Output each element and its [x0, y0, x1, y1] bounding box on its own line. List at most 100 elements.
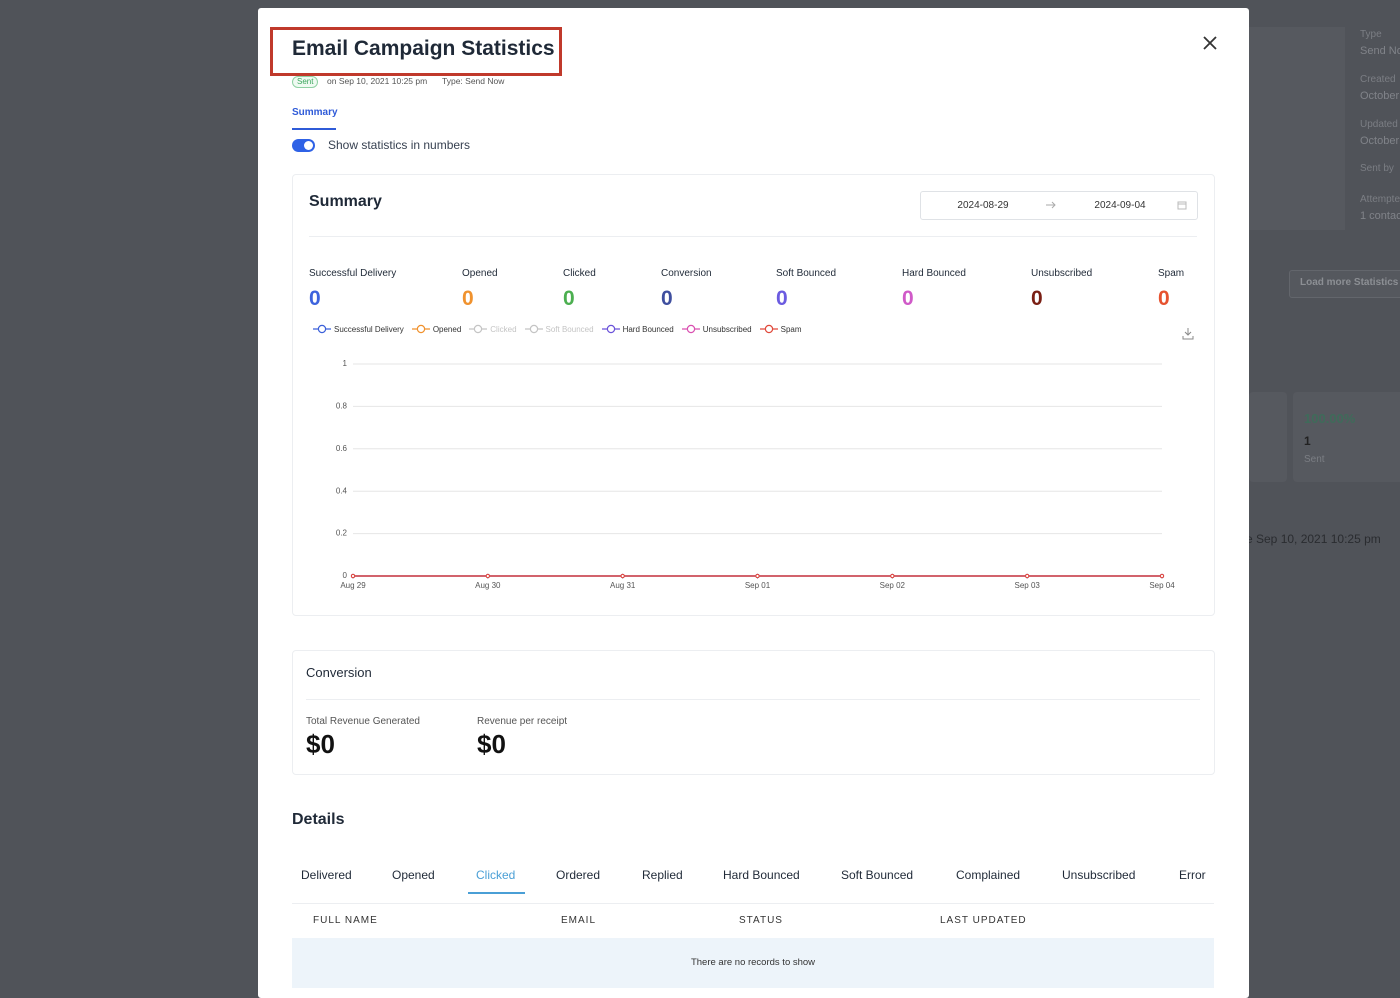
end-date: 2024-09-04 — [1094, 200, 1146, 211]
legend-item[interactable]: Opened — [411, 324, 462, 334]
active-tab-underline — [468, 892, 525, 894]
sent-date: on Sep 10, 2021 10:25 pm — [327, 75, 428, 86]
data-point — [890, 573, 895, 579]
statistics-modal: 0 0.2 0.4 0.6 0.8 1 Aug 29 Aug 30 Aug 31 Sep 01 Se… — [258, 8, 1249, 998]
metric-value: 0 — [776, 287, 788, 311]
details-tab[interactable]: Replied — [642, 867, 683, 882]
legend-item[interactable]: Soft Bounced — [524, 324, 594, 334]
y-tick-label: 0.8 — [336, 402, 348, 411]
download-icon[interactable] — [1182, 327, 1194, 340]
revenue-value: $0 — [477, 729, 506, 760]
load-more-label[interactable]: Load more Statistics — [1300, 277, 1399, 288]
legend-label: Unsubscribed — [702, 324, 752, 334]
details-tab[interactable]: Error — [1179, 867, 1206, 882]
data-point — [620, 573, 625, 579]
legend-icon — [681, 324, 700, 334]
metric-value: 0 — [1158, 287, 1170, 311]
legend-item[interactable]: Hard Bounced — [601, 324, 674, 334]
metric-value: 0 — [661, 287, 673, 311]
legend-icon — [601, 324, 620, 334]
legend-icon — [411, 324, 430, 334]
highlight-box — [270, 27, 562, 76]
field-label: Sent by — [1360, 163, 1394, 174]
field-value: October — [1360, 90, 1400, 103]
x-tick-label: Aug 29 — [340, 581, 366, 590]
load-more-button[interactable] — [1289, 270, 1400, 298]
date-range-picker[interactable] — [920, 191, 1198, 220]
legend-icon — [524, 324, 543, 334]
background-card — [1249, 392, 1287, 482]
metric-value: 0 — [462, 287, 474, 311]
conversion-card — [292, 650, 1215, 775]
y-tick-label: 0 — [343, 571, 348, 580]
legend-item[interactable]: Successful Delivery — [313, 324, 404, 334]
field-label: Attempte — [1360, 194, 1400, 205]
line-chart: 0 0.2 0.4 0.6 0.8 1 Aug 29 Aug 30 Aug 31 Sep 01 Se… — [336, 359, 1175, 590]
y-tick-label: 0.2 — [336, 529, 348, 538]
summary-card — [292, 174, 1215, 616]
divider — [306, 699, 1200, 700]
metric-label: Conversion — [661, 268, 712, 279]
arrow-icon — [1046, 201, 1056, 209]
legend-label: Opened — [432, 324, 462, 334]
stat-label: Sent — [1304, 454, 1325, 465]
toggle-label: Show statistics in numbers — [328, 137, 471, 152]
column-header: LAST UPDATED — [940, 915, 1027, 926]
campaign-type: Type: Send Now — [442, 75, 505, 86]
metric-label: Unsubscribed — [1031, 268, 1093, 279]
metric-label: Soft Bounced — [776, 268, 837, 279]
background-card — [1293, 392, 1400, 482]
details-tab[interactable]: Opened — [392, 867, 435, 882]
revenue-label: Total Revenue Generated — [306, 716, 420, 727]
column-header: STATUS — [739, 915, 783, 926]
legend-item[interactable]: Unsubscribed — [681, 324, 752, 334]
summary-tab[interactable]: Summary — [292, 107, 338, 118]
details-tab[interactable]: Ordered — [556, 867, 601, 882]
tab-underline — [292, 128, 336, 130]
legend-item[interactable]: Clicked — [469, 324, 517, 334]
summary-title: Summary — [309, 193, 382, 211]
y-tick-label: 1 — [343, 359, 348, 368]
data-point — [1025, 573, 1030, 579]
close-button[interactable] — [1202, 35, 1218, 51]
metric-value: 0 — [563, 287, 575, 311]
details-tab[interactable]: Soft Bounced — [841, 867, 914, 882]
x-tick-label: Aug 30 — [475, 581, 501, 590]
legend-item[interactable]: Spam — [759, 324, 802, 334]
empty-row — [292, 938, 1214, 988]
divider — [309, 236, 1197, 237]
column-header: EMAIL — [561, 915, 597, 926]
metric-label: Opened — [462, 268, 498, 279]
details-tab[interactable]: Complained — [956, 867, 1021, 882]
data-point — [755, 573, 760, 579]
legend-icon — [469, 324, 488, 334]
y-tick-label: 0.4 — [336, 486, 348, 495]
x-tick-label: Sep 01 — [745, 581, 771, 590]
empty-message: There are no records to show — [690, 957, 816, 969]
x-tick-label: Aug 31 — [610, 581, 636, 590]
field-label: Type — [1360, 29, 1382, 40]
x-tick-label: Sep 03 — [1014, 581, 1040, 590]
details-tab[interactable]: Delivered — [301, 867, 352, 882]
table-border — [292, 903, 1214, 904]
start-date: 2024-08-29 — [957, 200, 1009, 211]
details-tab[interactable]: Hard Bounced — [723, 867, 800, 882]
data-point — [485, 573, 490, 579]
legend-label: Successful Delivery — [334, 324, 404, 334]
field-label: Updated — [1360, 119, 1398, 130]
toggle-switch[interactable] — [292, 139, 315, 152]
revenue-label: Revenue per receipt — [477, 716, 568, 727]
x-tick-label: Sep 04 — [1149, 581, 1175, 590]
details-tab[interactable]: Clicked — [476, 867, 516, 882]
metric-label: Successful Delivery — [309, 268, 397, 279]
stat-percent: 100.00% — [1304, 411, 1356, 427]
field-value: 1 contac — [1360, 210, 1400, 223]
calendar-icon — [1177, 201, 1187, 210]
stat-count: 1 — [1304, 433, 1311, 448]
field-value: Send No — [1360, 45, 1400, 58]
column-header: FULL NAME — [313, 915, 378, 926]
legend-label: Hard Bounced — [622, 324, 674, 334]
details-tab[interactable]: Unsubscribed — [1062, 867, 1136, 882]
x-tick-label: Sep 02 — [880, 581, 906, 590]
